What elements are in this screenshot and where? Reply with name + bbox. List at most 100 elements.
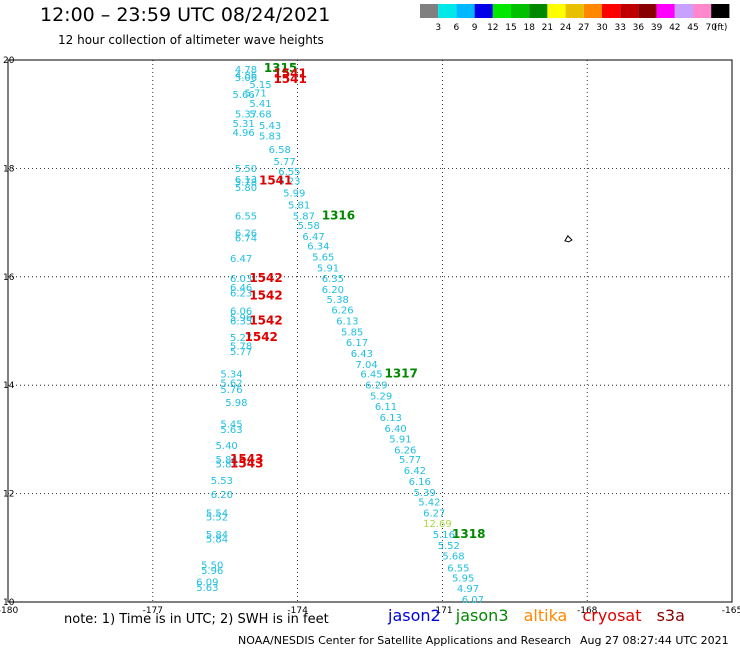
swh-value: 5.77 — [230, 347, 252, 358]
track-label-cryosat: 1542 — [249, 313, 282, 327]
swh-value: 6.06 — [230, 307, 252, 318]
swh-value: 5.42 — [418, 498, 440, 509]
swh-value: 6.45 — [360, 370, 382, 381]
track-label-cryosat: 1543 — [230, 457, 263, 471]
timestamp-text: Aug 27 08:27:44 UTC 2021 — [580, 634, 729, 647]
track-label-cryosat: 1541 — [273, 66, 306, 80]
swh-value: 5.99 — [283, 189, 305, 200]
y-tick-label: 18 — [3, 164, 15, 174]
y-tick-label: 12 — [3, 490, 14, 500]
satellite-label-altika: altika — [523, 606, 568, 625]
swh-value: 5.15 — [249, 80, 271, 91]
swh-value: 5.06 — [235, 73, 257, 84]
legend-swatch — [547, 4, 566, 18]
swh-value: 5.68 — [249, 109, 271, 120]
legend-swatch — [583, 4, 602, 18]
swh-value: 6.55 — [278, 167, 300, 178]
swh-value: 5.38 — [327, 295, 349, 306]
island-marker — [564, 235, 573, 243]
swh-value: 5.63 — [220, 425, 242, 436]
swh-value: 5.81 — [288, 201, 310, 212]
legend-label: 45 — [687, 23, 698, 33]
map-title: 12:00 – 23:59 UTC 08/24/2021 — [40, 4, 331, 26]
track-label-cryosat: 1542 — [249, 271, 282, 285]
swh-value: 5.91 — [317, 263, 339, 274]
swh-value: 6.09 — [196, 578, 218, 589]
x-tick-label: -165 — [722, 606, 740, 616]
map-subtitle: 12 hour collection of altimeter wave hei… — [58, 33, 324, 47]
color-scale-legend: 3 6 9 12 15 18 21 24 27 30 33 36 39 42 45 70(ft) — [420, 4, 730, 33]
legend-label: 24 — [560, 23, 572, 33]
legend-swatch — [529, 4, 548, 18]
legend-label: 21 — [542, 23, 553, 33]
swh-value: 4.97 — [457, 584, 479, 595]
swh-value: 5.83 — [216, 460, 238, 471]
legend-unit: (ft) — [714, 23, 728, 33]
swh-value: 5.16 — [433, 530, 455, 541]
satellite-label-jason3: jason3 — [455, 606, 509, 625]
swh-value: 6.13 — [380, 413, 402, 424]
x-tick-label: -168 — [577, 606, 598, 616]
legend-label: 30 — [596, 23, 608, 33]
satellite-label-cryosat: cryosat — [582, 606, 642, 625]
y-tick-label: 14 — [3, 381, 15, 391]
swh-value: 5.91 — [389, 435, 411, 446]
swh-value: 5.43 — [259, 121, 281, 132]
swh-value: 5.68 — [442, 552, 464, 563]
track-label-jason3: 1318 — [452, 527, 485, 541]
swh-value: 6.74 — [235, 234, 257, 245]
legend-label: 39 — [651, 23, 663, 33]
swh-value: 6.29 — [365, 380, 387, 391]
legend-swatch — [420, 4, 439, 18]
legend-swatch — [656, 4, 675, 18]
swh-value: 5.62 — [220, 378, 242, 389]
legend-swatch — [492, 4, 511, 18]
plot-frame — [7, 59, 733, 603]
track-label-cryosat: 1541 — [259, 174, 292, 188]
swh-value: 6.13 — [235, 175, 257, 186]
swh-value: 6.34 — [307, 242, 329, 253]
legend-label: 42 — [669, 23, 680, 33]
swh-value: 5.76 — [220, 385, 242, 396]
swh-value: 5.66 — [232, 90, 254, 101]
swh-value: 5.71 — [245, 88, 267, 99]
swh-value: 5.41 — [249, 99, 271, 110]
legend-swatch — [456, 4, 475, 18]
x-tick-label: -171 — [432, 606, 452, 616]
swh-value: 6.43 — [351, 349, 373, 360]
swh-value: 7.04 — [356, 360, 378, 371]
swh-value: 6.26 — [235, 229, 257, 240]
track-label-cryosat: 1543 — [230, 452, 263, 466]
swh-value: 6.07 — [462, 595, 484, 606]
swh-value: 6.23 — [230, 288, 252, 299]
legend-swatch — [711, 4, 730, 18]
swh-value: 5.63 — [196, 583, 218, 594]
swh-value: 6.26 — [394, 445, 416, 456]
swh-value: 5.96 — [230, 313, 252, 324]
swh-value: 6.42 — [404, 466, 426, 477]
legend-label: 36 — [633, 23, 645, 33]
swh-value: 5.85 — [341, 327, 363, 338]
swh-value: 5.40 — [216, 441, 238, 452]
x-tick-label: -177 — [143, 606, 163, 616]
swh-value: 6.40 — [384, 424, 406, 435]
swh-value: 6.03 — [230, 274, 252, 285]
legend-swatch — [638, 4, 657, 18]
swh-value: 6.35 — [230, 316, 252, 327]
swh-value: 6.20 — [211, 490, 233, 501]
legend-swatch — [474, 4, 493, 18]
swh-value: 5.52 — [438, 541, 460, 552]
swh-value: 5.84 — [206, 534, 228, 545]
swh-value: 6.55 — [447, 564, 469, 575]
swh-value: 5.77 — [399, 455, 421, 466]
swh-value: 6.35 — [322, 274, 344, 285]
legend-label: 27 — [578, 23, 589, 33]
swh-value: 6.27 — [423, 508, 445, 519]
swh-value: 5.45 — [220, 419, 242, 430]
swh-value: 5.80 — [235, 183, 257, 194]
satellite-label-jason2: jason2 — [388, 606, 441, 625]
track-label-jason3: 1317 — [384, 367, 417, 381]
swh-value: 6.20 — [322, 285, 344, 296]
legend-swatch — [511, 4, 530, 18]
